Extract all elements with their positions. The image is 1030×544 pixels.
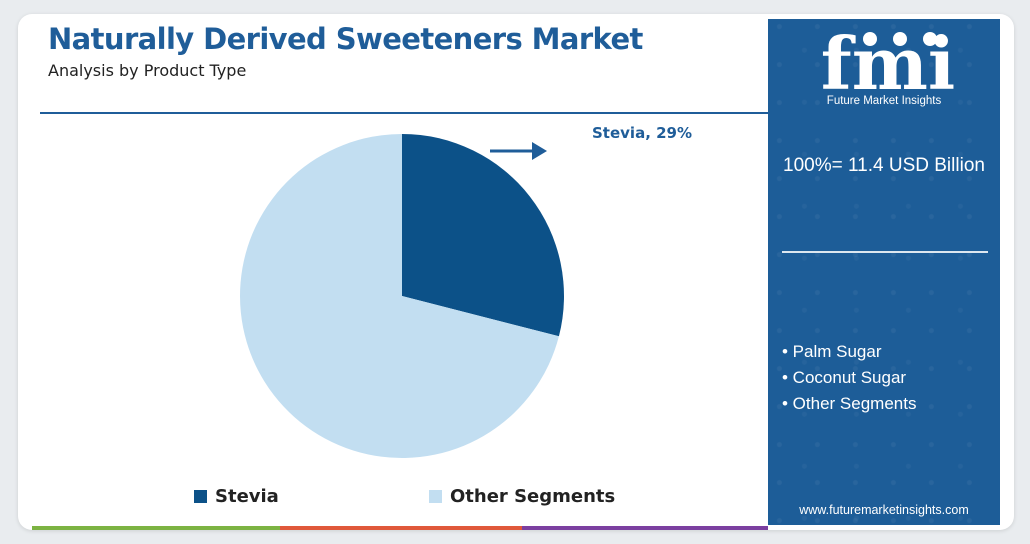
- pie-slice-stevia: [402, 134, 564, 337]
- pie-slice-other-segments: [239, 134, 559, 459]
- panel-divider: [782, 251, 988, 253]
- segment-item: • Palm Sugar: [782, 342, 882, 361]
- segment-item: • Other Segments: [782, 394, 917, 413]
- accent-bar-purple: [522, 526, 768, 530]
- website-link[interactable]: www.futuremarketinsights.com: [799, 503, 969, 517]
- legend-label-stevia: Stevia: [215, 486, 279, 507]
- market-total: 100%= 11.4 USD Billion: [783, 155, 985, 176]
- legend-item-other-segments: Other Segments: [429, 486, 615, 507]
- info-panel: fmi Future Market Insights 100%= 11.4 US…: [768, 19, 1000, 525]
- legend-item-stevia: Stevia: [194, 486, 279, 507]
- segment-item: • Coconut Sugar: [782, 368, 907, 387]
- logo-dot-icon: [893, 32, 907, 46]
- arrow-icon: [532, 142, 547, 160]
- logo-dot-icon: [863, 32, 877, 46]
- chart-title: Naturally Derived Sweeteners Market: [48, 22, 643, 56]
- title-divider: [40, 112, 768, 114]
- segment-list: • Palm Sugar • Coconut Sugar • Other Seg…: [782, 339, 916, 417]
- pie-chart: Stevia, 29%: [239, 124, 692, 459]
- legend-swatch-stevia: [194, 490, 207, 503]
- fmi-logo: fmi: [821, 23, 956, 105]
- data-label-stevia: Stevia, 29%: [592, 124, 692, 142]
- logo-dot-icon: [923, 32, 937, 46]
- accent-bar-green: [32, 526, 280, 530]
- chart-subtitle: Analysis by Product Type: [48, 61, 247, 80]
- logo-subtitle: Future Market Insights: [826, 95, 942, 107]
- legend-label-other-segments: Other Segments: [450, 486, 616, 507]
- legend-swatch-other-segments: [429, 490, 442, 503]
- accent-bar-orange: [280, 526, 522, 530]
- chart-card: Naturally Derived Sweeteners Market Anal…: [18, 14, 1014, 530]
